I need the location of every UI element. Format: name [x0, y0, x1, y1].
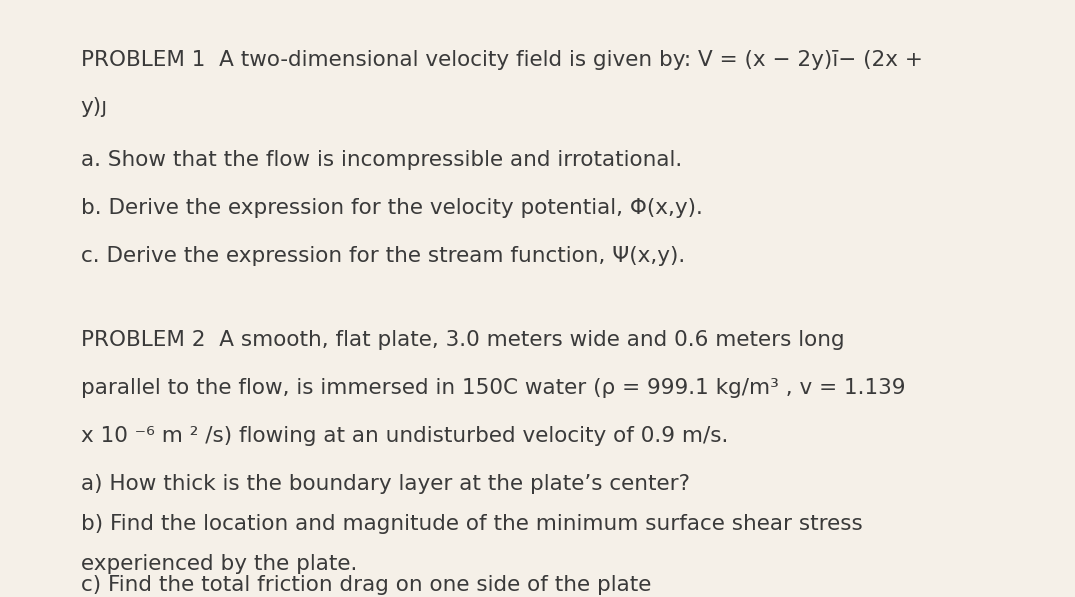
Text: PROBLEM 2  A smooth, flat plate, 3.0 meters wide and 0.6 meters long: PROBLEM 2 A smooth, flat plate, 3.0 mete… [81, 330, 844, 350]
Text: PROBLEM 1  A two-dimensional velocity field is given by: V = (x − 2y)ī− (2x +: PROBLEM 1 A two-dimensional velocity fie… [81, 50, 922, 70]
Text: c) Find the total friction drag on one side of the plate: c) Find the total friction drag on one s… [81, 575, 651, 595]
Text: a. Show that the flow is incompressible and irrotational.: a. Show that the flow is incompressible … [81, 150, 682, 170]
Text: c. Derive the expression for the stream function, Ψ(x,y).: c. Derive the expression for the stream … [81, 246, 685, 266]
Text: b) Find the location and magnitude of the minimum surface shear stress: b) Find the location and magnitude of th… [81, 514, 862, 534]
Text: b. Derive the expression for the velocity potential, Φ(x,y).: b. Derive the expression for the velocit… [81, 198, 702, 218]
Text: x 10 ⁻⁶ m ² /s) flowing at an undisturbed velocity of 0.9 m/s.: x 10 ⁻⁶ m ² /s) flowing at an undisturbe… [81, 426, 728, 446]
Text: y)ȷ: y)ȷ [81, 97, 108, 117]
Text: a) How thick is the boundary layer at the plate’s center?: a) How thick is the boundary layer at th… [81, 474, 690, 494]
Text: experienced by the plate.: experienced by the plate. [81, 554, 357, 574]
Text: parallel to the flow, is immersed in 150C water (ρ = 999.1 kg/m³ , v = 1.139: parallel to the flow, is immersed in 150… [81, 378, 905, 398]
